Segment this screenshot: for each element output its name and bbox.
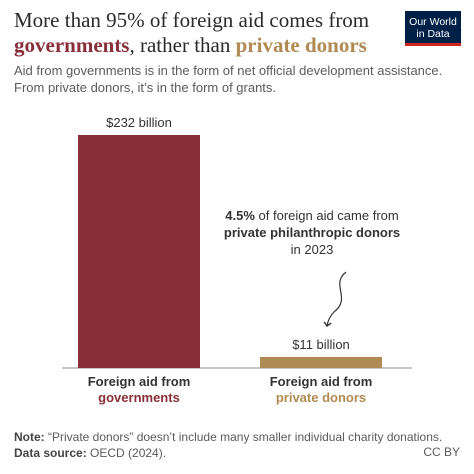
logo-line2: in Data [416, 28, 450, 40]
category-label-0-line1: Foreign aid from [88, 374, 191, 389]
footer-source: Data source: OECD (2024). [14, 445, 459, 461]
source-text: OECD (2024). [86, 446, 167, 460]
owid-logo[interactable]: Our World in Data [405, 11, 461, 46]
logo-line1: Our World [409, 16, 457, 28]
value-label-1: $11 billion [292, 337, 350, 352]
annotation-line2: private philanthropic donors [224, 225, 400, 240]
note-text: “Private donors” doesn’t include many sm… [44, 430, 443, 444]
subtitle-line2: From private donors, it’s in the form of… [14, 80, 277, 95]
annotation: 4.5% of foreign aid came from private ph… [224, 208, 400, 328]
title-mid: , rather than [129, 33, 236, 57]
value-labels-group: $232 billion $11 billion [106, 115, 350, 352]
footer-notes: Note: “Private donors” doesn’t include m… [14, 429, 459, 461]
bar-0[interactable] [78, 135, 200, 368]
chart-title: More than 95% of foreign aid comes from g… [14, 8, 394, 58]
chart-subtitle: Aid from governments is in the form of n… [14, 62, 454, 96]
annotation-bold: 4.5% [225, 208, 255, 223]
annotation-line3: in 2023 [291, 242, 334, 257]
category-label-1-line2: private donors [276, 390, 366, 405]
note-label: Note: [14, 430, 45, 444]
subtitle-line1: Aid from governments is in the form of n… [14, 63, 443, 78]
value-label-0: $232 billion [106, 115, 172, 130]
bar-1[interactable] [260, 356, 382, 368]
title-private-donors: private donors [235, 33, 367, 57]
title-governments: governments [14, 33, 130, 57]
category-label-0-line2: governments [98, 390, 180, 405]
annotation-line1-rest: of foreign aid came from [255, 208, 399, 223]
logo-accent-bar [405, 43, 461, 46]
license-link[interactable]: CC BY [423, 445, 460, 459]
category-label-1-line1: Foreign aid from [270, 374, 373, 389]
annotation-arrow [323, 271, 347, 328]
bars-group [78, 135, 382, 368]
title-part1: More than 95% of foreign aid comes from [14, 8, 370, 32]
footer-note: Note: “Private donors” doesn’t include m… [14, 429, 459, 445]
annotation-line1: 4.5% of foreign aid came from [225, 208, 398, 223]
source-label: Data source: [14, 446, 87, 460]
